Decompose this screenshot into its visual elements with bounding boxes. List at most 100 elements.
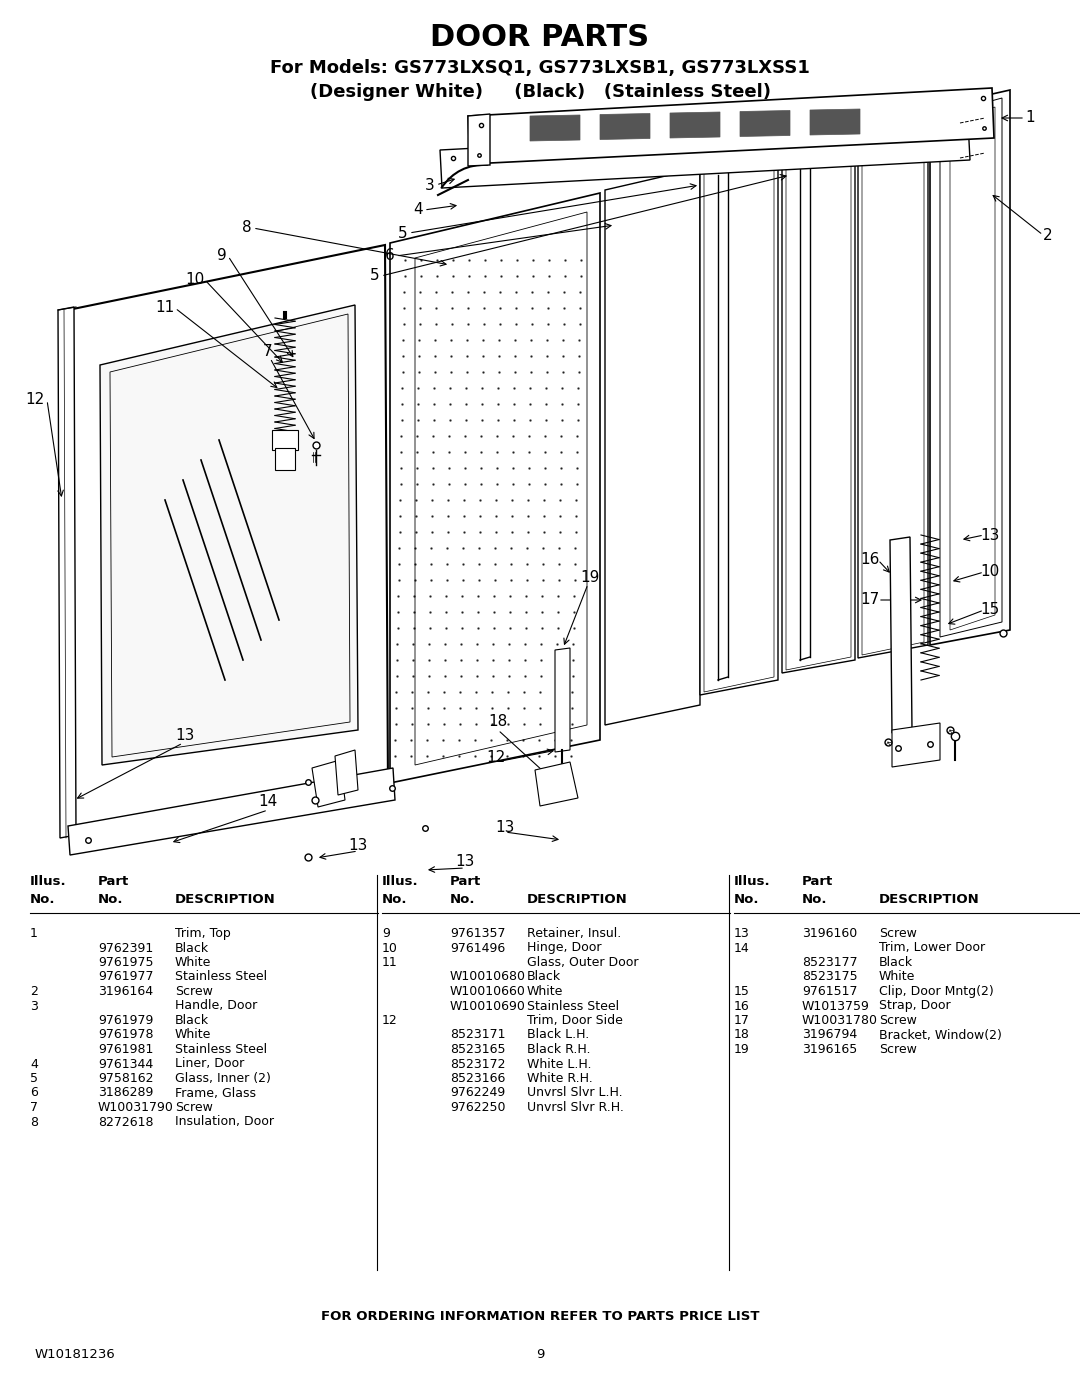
Text: 6: 6 [386,249,395,264]
Text: No.: No. [734,893,759,907]
Polygon shape [272,430,298,450]
Text: 4: 4 [30,1058,38,1070]
Text: DESCRIPTION: DESCRIPTION [879,893,980,907]
Text: No.: No. [98,893,123,907]
Text: 18: 18 [488,714,508,729]
Polygon shape [110,314,350,757]
Polygon shape [468,88,994,163]
Text: 8: 8 [242,221,252,236]
Text: For Models: GS773LXSQ1, GS773LXSB1, GS773LXSS1: For Models: GS773LXSQ1, GS773LXSB1, GS77… [270,59,810,77]
Text: 6: 6 [30,1087,38,1099]
Text: 8523175: 8523175 [802,971,858,983]
Text: 9761344: 9761344 [98,1058,153,1070]
Text: 7: 7 [30,1101,38,1113]
Text: Frame, Glass: Frame, Glass [175,1087,256,1099]
Text: Black R.H.: Black R.H. [527,1044,591,1056]
Text: 10: 10 [382,942,397,954]
Polygon shape [810,109,860,136]
Text: 9761981: 9761981 [98,1044,153,1056]
Text: W10031790: W10031790 [98,1101,174,1113]
Text: 8523172: 8523172 [450,1058,505,1070]
Text: 8523171: 8523171 [450,1028,505,1042]
Text: 8: 8 [30,1115,38,1129]
Text: 1: 1 [30,928,38,940]
Text: 3: 3 [426,177,435,193]
Text: 8272618: 8272618 [98,1115,153,1129]
Text: Screw: Screw [175,985,213,997]
Text: Black: Black [175,1014,210,1027]
Text: Glass, Inner (2): Glass, Inner (2) [175,1071,271,1085]
Text: 13: 13 [175,728,194,742]
Text: Part: Part [450,875,482,888]
Text: DESCRIPTION: DESCRIPTION [175,893,275,907]
Text: Stainless Steel: Stainless Steel [527,999,619,1013]
Text: 17: 17 [734,1014,750,1027]
Text: 8523166: 8523166 [450,1071,505,1085]
Text: White: White [175,956,212,970]
Text: Trim, Top: Trim, Top [175,928,231,940]
Text: No.: No. [450,893,475,907]
Text: W10010660: W10010660 [450,985,526,997]
Text: 18: 18 [734,1028,750,1042]
Text: Part: Part [802,875,834,888]
Text: 11: 11 [156,300,175,316]
Text: 4: 4 [414,203,422,218]
Polygon shape [670,112,720,138]
Text: 13: 13 [734,928,750,940]
Text: 1: 1 [1025,110,1035,126]
Text: White L.H.: White L.H. [527,1058,592,1070]
Text: Trim, Lower Door: Trim, Lower Door [879,942,985,954]
Text: W10181236: W10181236 [35,1348,116,1361]
Text: 5: 5 [30,1071,38,1085]
Text: Strap, Door: Strap, Door [879,999,950,1013]
Text: 14: 14 [258,795,278,809]
Text: 3196794: 3196794 [802,1028,858,1042]
Text: W10010690: W10010690 [450,999,526,1013]
Polygon shape [605,168,700,725]
Polygon shape [275,448,295,469]
Text: 12: 12 [382,1014,397,1027]
Text: White: White [527,985,564,997]
Text: 9761357: 9761357 [450,928,505,940]
Text: 19: 19 [580,570,599,585]
Text: No.: No. [30,893,55,907]
Text: W10010680: W10010680 [450,971,526,983]
Text: No.: No. [802,893,827,907]
Text: Stainless Steel: Stainless Steel [175,971,267,983]
Text: Black L.H.: Black L.H. [527,1028,590,1042]
Polygon shape [555,648,570,752]
Polygon shape [858,110,928,658]
Text: Illus.: Illus. [734,875,771,888]
Text: Clip, Door Mntg(2): Clip, Door Mntg(2) [879,985,994,997]
Text: 12: 12 [486,750,505,766]
Text: 9761977: 9761977 [98,971,153,983]
Text: 3196165: 3196165 [802,1044,858,1056]
Polygon shape [335,750,357,795]
Text: Screw: Screw [879,928,917,940]
Text: White R.H.: White R.H. [527,1071,593,1085]
Text: 2: 2 [30,985,38,997]
Polygon shape [312,760,345,807]
Text: 11: 11 [382,956,397,970]
Text: Stainless Steel: Stainless Steel [175,1044,267,1056]
Text: 19: 19 [734,1044,750,1056]
Text: 13: 13 [456,855,475,869]
Text: 10: 10 [981,564,1000,580]
Text: No.: No. [382,893,407,907]
Text: Screw: Screw [879,1014,917,1027]
Text: 9761517: 9761517 [802,985,858,997]
Text: 2: 2 [1043,228,1053,243]
Text: 5: 5 [399,225,408,240]
Text: Retainer, Insul.: Retainer, Insul. [527,928,621,940]
Polygon shape [68,768,395,855]
Text: Black: Black [879,956,913,970]
Text: Black: Black [527,971,562,983]
Text: 9761975: 9761975 [98,956,153,970]
Polygon shape [530,115,580,141]
Polygon shape [930,89,1010,645]
Text: 9762249: 9762249 [450,1087,505,1099]
Text: DESCRIPTION: DESCRIPTION [527,893,627,907]
Text: Unvrsl Slvr L.H.: Unvrsl Slvr L.H. [527,1087,623,1099]
Text: 9: 9 [217,249,227,264]
Polygon shape [535,761,578,806]
